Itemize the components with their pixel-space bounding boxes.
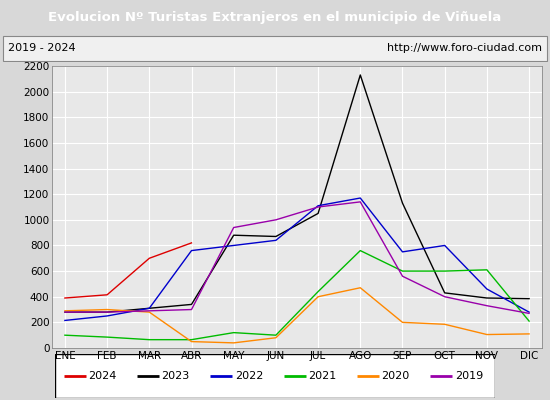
Text: 2020: 2020 xyxy=(381,371,410,381)
Text: 2022: 2022 xyxy=(235,371,263,381)
Text: Evolucion Nº Turistas Extranjeros en el municipio de Viñuela: Evolucion Nº Turistas Extranjeros en el … xyxy=(48,10,502,24)
Text: 2021: 2021 xyxy=(308,371,336,381)
Text: http://www.foro-ciudad.com: http://www.foro-ciudad.com xyxy=(387,43,542,53)
Text: 2024: 2024 xyxy=(88,371,117,381)
Text: 2019 - 2024: 2019 - 2024 xyxy=(8,43,76,53)
Text: 2023: 2023 xyxy=(161,371,190,381)
Bar xyxy=(3,36,547,61)
Text: 2019: 2019 xyxy=(455,371,483,381)
